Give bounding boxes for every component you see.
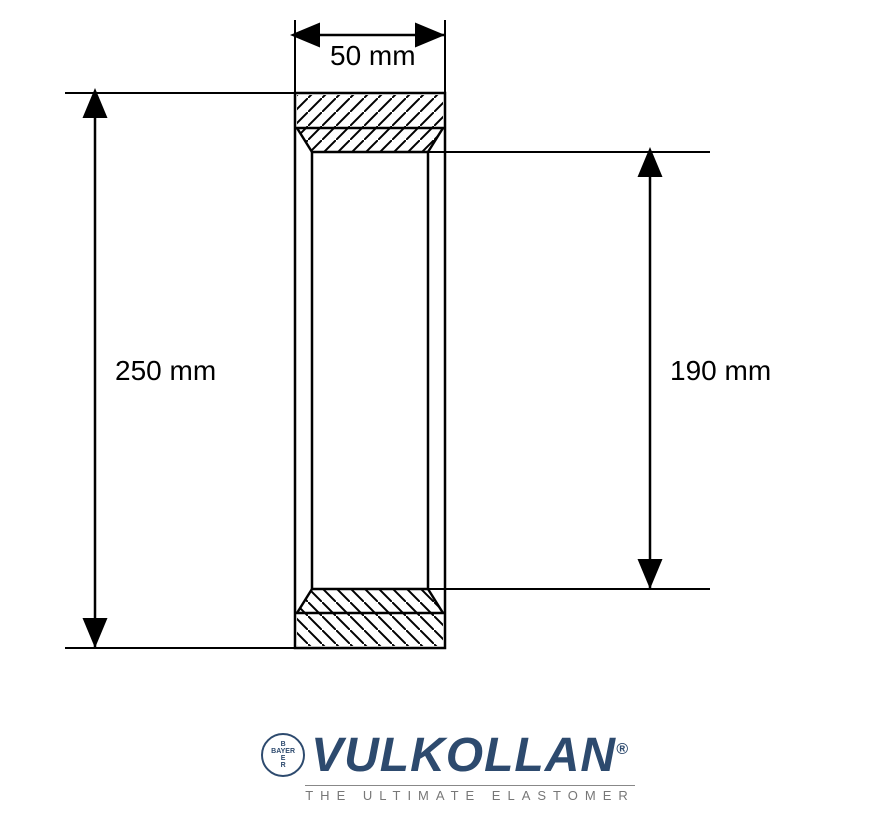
brand-tagline: THE ULTIMATE ELASTOMER	[305, 785, 635, 803]
brand-logo-area: BBAYERER VULKOLLAN® THE ULTIMATE ELASTOM…	[0, 720, 890, 810]
outer-height-dimension-label: 250 mm	[115, 355, 216, 387]
brand-name: VULKOLLAN®	[311, 728, 629, 783]
technical-drawing: 50 mm 250 mm 190 mm	[0, 0, 890, 720]
bayer-badge-icon: BBAYERER	[261, 733, 305, 777]
inner-height-dimension-label: 190 mm	[670, 355, 771, 387]
registered-mark: ®	[616, 741, 629, 758]
width-dimension-label: 50 mm	[330, 40, 416, 72]
